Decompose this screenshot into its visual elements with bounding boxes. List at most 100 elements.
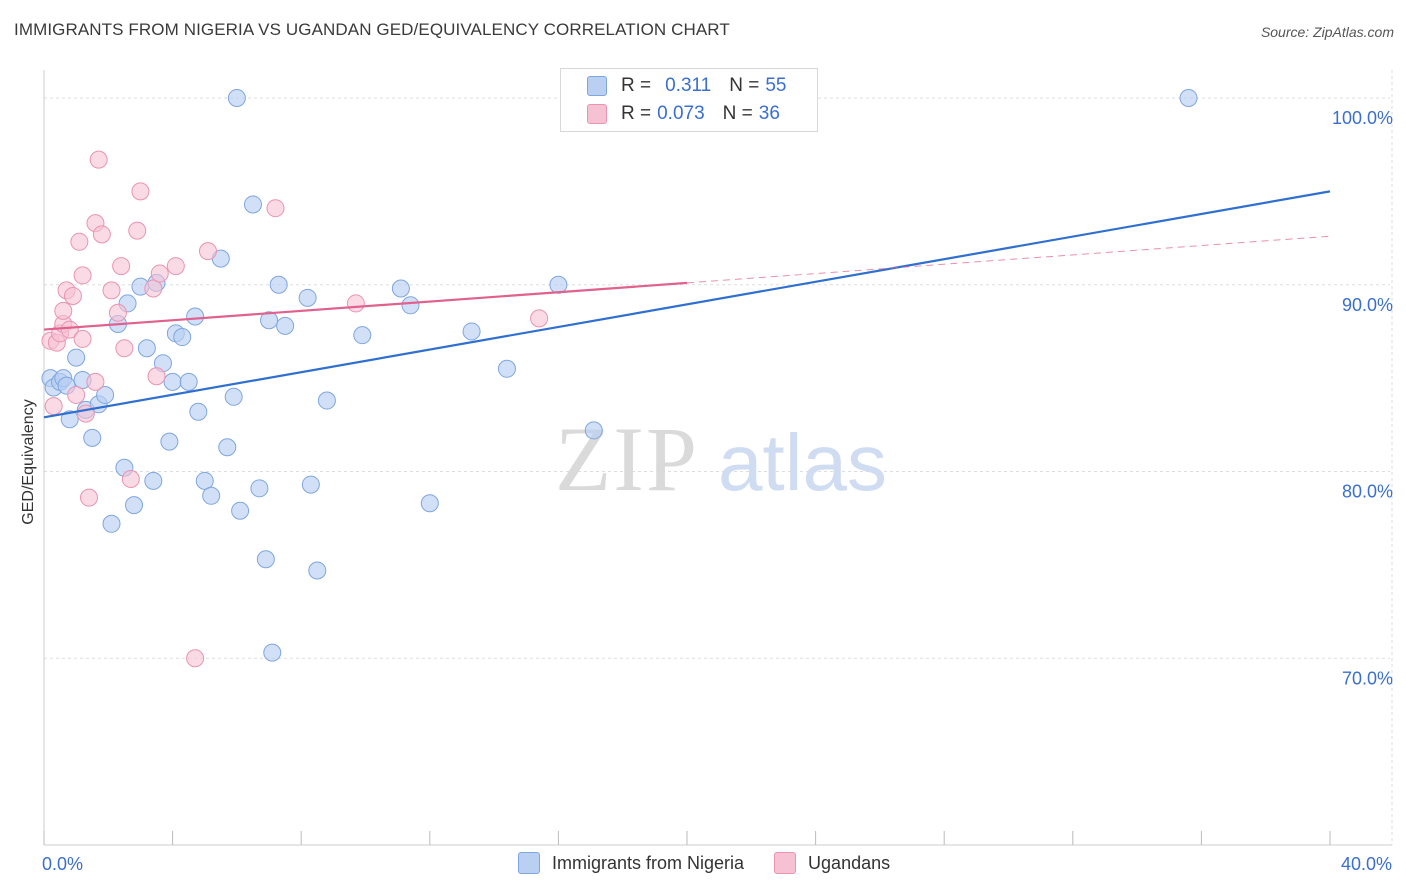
data-point-nigeria <box>137 339 156 358</box>
data-point-nigeria <box>102 514 121 533</box>
data-point-nigeria <box>173 328 192 347</box>
data-point-nigeria <box>163 372 182 391</box>
y-tick-label: 80.0% <box>1342 482 1393 502</box>
legend-swatch-pink <box>587 104 607 124</box>
data-point-nigeria <box>218 438 237 457</box>
legend-r-label: R = <box>621 75 652 96</box>
data-point-nigeria <box>243 195 262 214</box>
data-point-ugandans <box>86 372 105 391</box>
legend-label: Immigrants from Nigeria <box>552 852 745 873</box>
legend-r-label: R = <box>621 103 652 124</box>
data-point-ugandans <box>108 303 127 322</box>
y-tick-label: 100.0% <box>1332 108 1393 128</box>
data-point-nigeria <box>353 326 372 345</box>
data-point-ugandans <box>266 199 285 218</box>
data-point-nigeria <box>391 279 410 298</box>
trendline-ugandans <box>43 281 688 331</box>
legend-item-nigeria[interactable]: Immigrants from Nigeria <box>518 852 744 874</box>
data-point-nigeria <box>1179 89 1198 108</box>
legend-row-nigeria: R = 0.311 N = 55 <box>587 74 787 98</box>
data-point-ugandans <box>198 242 217 261</box>
data-point-ugandans <box>147 367 166 386</box>
data-point-nigeria <box>125 496 144 515</box>
legend-item-ugandans[interactable]: Ugandans <box>774 852 890 874</box>
data-point-ugandans <box>346 294 365 313</box>
data-point-nigeria <box>250 479 269 498</box>
data-point-ugandans <box>121 469 140 488</box>
legend-swatch-pink <box>774 852 797 874</box>
y-tick-label: 70.0% <box>1342 668 1393 688</box>
legend-n-label: N = <box>729 75 760 96</box>
data-point-nigeria <box>263 643 282 662</box>
legend-swatch-blue <box>587 76 607 96</box>
data-point-nigeria <box>186 307 205 326</box>
y-tick-label: 90.0% <box>1342 295 1393 315</box>
series-legend: Immigrants from Nigeria Ugandans <box>518 852 920 874</box>
data-point-ugandans <box>67 385 86 404</box>
data-point-nigeria <box>462 322 481 341</box>
legend-n-value: 36 <box>758 103 780 124</box>
series-ugandans-points <box>41 150 549 668</box>
data-point-ugandans <box>60 320 79 339</box>
data-point-ugandans <box>144 279 163 298</box>
legend-row-ugandans: R = 0.073 N = 36 <box>587 102 780 126</box>
data-point-ugandans <box>63 286 82 305</box>
legend-swatch-blue <box>518 852 540 874</box>
legend-label: Ugandans <box>808 852 891 873</box>
trendline-nigeria <box>43 190 1331 419</box>
data-point-ugandans <box>76 404 95 423</box>
series-nigeria-points <box>41 89 1198 662</box>
legend-n-label: N = <box>722 103 753 124</box>
data-point-nigeria <box>231 501 250 520</box>
data-point-nigeria <box>189 402 208 421</box>
x-tick-label: 40.0% <box>1341 854 1392 874</box>
data-point-ugandans <box>54 301 73 320</box>
source-label: Source: ZipAtlas.com <box>1260 24 1394 40</box>
data-point-nigeria <box>260 311 279 330</box>
data-point-ugandans <box>44 397 63 416</box>
data-point-ugandans <box>73 329 92 348</box>
watermark: ZIP atlas <box>555 408 887 510</box>
data-point-ugandans <box>131 182 150 201</box>
data-point-nigeria <box>224 387 243 406</box>
data-point-nigeria <box>96 385 115 404</box>
stats-legend: R = 0.311 N = 55 R = 0.073 N = 36 <box>560 68 818 132</box>
data-point-nigeria <box>67 348 86 367</box>
data-point-ugandans <box>186 649 205 668</box>
data-point-nigeria <box>269 275 288 294</box>
axes <box>43 70 1392 846</box>
data-point-nigeria <box>301 475 320 494</box>
data-point-nigeria <box>144 471 163 490</box>
x-tick-label: 0.0% <box>42 854 83 874</box>
data-point-ugandans <box>92 225 111 244</box>
watermark-atlas: atlas <box>718 418 887 507</box>
watermark-zip: ZIP <box>555 408 699 510</box>
data-point-nigeria <box>256 550 275 569</box>
data-point-nigeria <box>401 296 420 315</box>
data-point-nigeria <box>202 486 221 505</box>
legend-n-value: 55 <box>765 75 787 96</box>
data-point-ugandans <box>530 309 549 328</box>
trendline-ugandans <box>686 235 1331 284</box>
data-point-nigeria <box>317 391 336 410</box>
data-point-ugandans <box>115 339 134 358</box>
data-point-ugandans <box>89 150 108 169</box>
tick-labels: 100.0% 90.0% 80.0% 70.0% 0.0% 40.0% <box>42 108 1393 874</box>
data-point-ugandans <box>102 281 121 300</box>
data-point-ugandans <box>70 232 89 251</box>
data-point-nigeria <box>195 471 214 490</box>
data-point-ugandans <box>150 264 169 283</box>
data-point-nigeria <box>298 288 317 307</box>
data-point-nigeria <box>179 372 198 391</box>
trendlines <box>43 190 1331 419</box>
data-point-ugandans <box>112 257 131 276</box>
data-point-nigeria <box>160 432 179 451</box>
y-axis-label: GED/Equivalency <box>20 399 37 524</box>
legend-r-value: 0.073 <box>657 103 705 124</box>
data-point-nigeria <box>227 89 246 108</box>
data-point-nigeria <box>83 428 102 447</box>
data-point-nigeria <box>584 421 603 440</box>
data-point-nigeria <box>420 494 439 513</box>
data-point-ugandans <box>166 257 185 276</box>
